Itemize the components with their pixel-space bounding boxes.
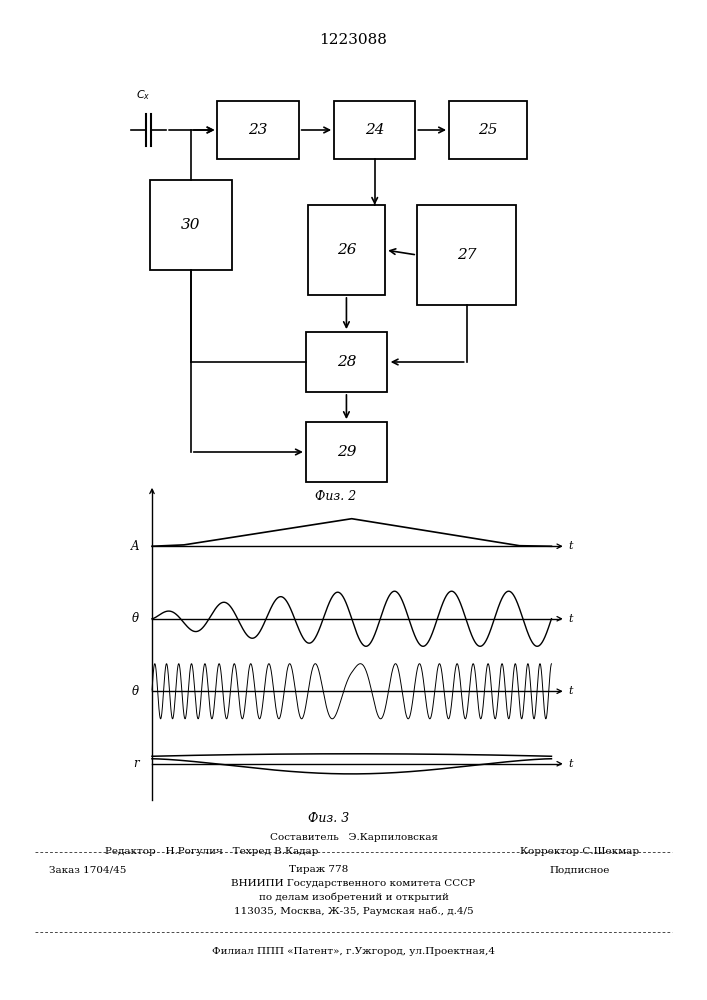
Bar [218,101,298,159]
Text: Тираж 778: Тираж 778 [288,865,348,874]
Text: 23: 23 [248,123,268,137]
Text: θ: θ [132,685,139,698]
Text: по делам изобретений и открытий: по делам изобретений и открытий [259,892,448,902]
Text: 24: 24 [365,123,385,137]
Text: A: A [131,540,139,553]
Bar [308,205,385,295]
Text: θ: θ [132,612,139,625]
Text: 25: 25 [478,123,498,137]
Bar [151,180,232,270]
Text: t: t [568,686,573,696]
Text: 1223088: 1223088 [320,33,387,47]
Bar [305,422,387,482]
Text: Физ. 2: Физ. 2 [315,489,356,502]
Bar [417,205,516,305]
Text: $C_x$: $C_x$ [136,88,150,102]
Text: Физ. 3: Физ. 3 [308,812,349,824]
Text: t: t [568,614,573,624]
Text: Филиал ППП «Патент», г.Ужгород, ул.Проектная,4: Филиал ППП «Патент», г.Ужгород, ул.Проек… [212,948,495,956]
Text: 30: 30 [181,218,201,232]
Text: Корректор С.Шекмар: Корректор С.Шекмар [520,846,639,856]
Text: r: r [134,757,139,770]
Text: 29: 29 [337,445,356,459]
Text: 26: 26 [337,243,356,257]
Bar [334,101,416,159]
Text: Заказ 1704/45: Заказ 1704/45 [49,865,127,874]
Text: 28: 28 [337,355,356,369]
Bar [305,332,387,392]
Bar [449,101,527,159]
Text: t: t [568,541,573,551]
Text: 113035, Москва, Ж-35, Раумская наб., д.4/5: 113035, Москва, Ж-35, Раумская наб., д.4… [234,906,473,916]
Text: Подписное: Подписное [549,865,610,874]
Text: Составитель   Э.Карпиловская: Составитель Э.Карпиловская [269,832,438,842]
Text: t: t [568,759,573,769]
Text: 27: 27 [457,248,477,262]
Text: Редактор   Н.Рогулич   Техред В.Кадар: Редактор Н.Рогулич Техред В.Кадар [105,846,319,856]
Text: ВНИИПИ Государственного комитета СССР: ВНИИПИ Государственного комитета СССР [231,879,476,888]
